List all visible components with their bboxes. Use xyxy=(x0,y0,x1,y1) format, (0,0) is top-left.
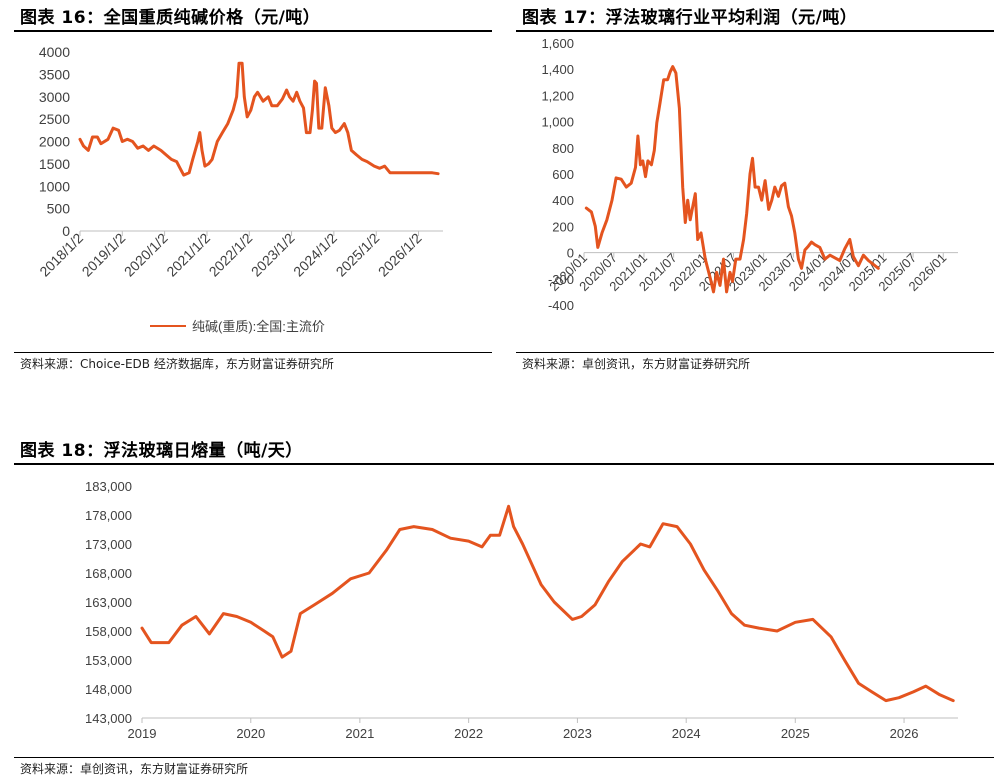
chart-17-source-rule xyxy=(516,352,994,353)
chart-16-title: 图表 16：全国重质纯碱价格（元/吨） xyxy=(20,8,321,28)
chart-17-title-rule xyxy=(516,30,994,32)
chart-17-source: 资料来源：卓创资讯，东方财富证券研究所 xyxy=(522,357,751,371)
y-tick-label: 600 xyxy=(552,167,574,182)
y-tick-label: 4000 xyxy=(39,44,70,60)
y-tick-label: 3500 xyxy=(39,66,70,82)
y-tick-label: 2000 xyxy=(39,134,70,150)
y-tick-label: 800 xyxy=(552,141,574,156)
chart-18-source-rule xyxy=(14,757,994,758)
y-tick-label: 168,000 xyxy=(85,566,132,581)
y-tick-label: 3000 xyxy=(39,89,70,105)
chart-17-title: 图表 17：浮法玻璃行业平均利润（元/吨） xyxy=(522,8,858,28)
y-tick-label: 163,000 xyxy=(85,595,132,610)
x-tick-label: 2022 xyxy=(454,726,483,741)
chart-18-source: 资料来源：卓创资讯，东方财富证券研究所 xyxy=(20,762,249,776)
y-tick-label: 2500 xyxy=(39,111,70,127)
x-tick-label: 2021 xyxy=(345,726,374,741)
x-tick-label: 2020/1/2 xyxy=(121,230,171,280)
y-tick-label: 500 xyxy=(47,201,71,217)
x-tick-label: 2022/1/2 xyxy=(206,230,256,280)
x-tick-label: 2020 xyxy=(236,726,265,741)
y-tick-label: 1000 xyxy=(39,178,70,194)
y-tick-label: 183,000 xyxy=(85,479,132,494)
y-tick-label: 1500 xyxy=(39,156,70,172)
x-tick-label: 2024/1/2 xyxy=(290,230,340,280)
x-tick-label: 2023/1/2 xyxy=(248,230,298,280)
y-tick-label: 0 xyxy=(62,223,70,239)
x-tick-label: 2026/1/2 xyxy=(375,230,425,280)
chart-18-title-rule xyxy=(14,463,994,465)
chart-18-title: 图表 18：浮法玻璃日熔量（吨/天） xyxy=(20,441,303,461)
x-tick-label: 2021/1/2 xyxy=(163,230,213,280)
series-line xyxy=(584,65,880,294)
y-tick-label: 143,000 xyxy=(85,711,132,726)
x-tick-label: 2019 xyxy=(128,726,157,741)
y-tick-label: -200 xyxy=(548,272,574,287)
y-tick-label: 173,000 xyxy=(85,537,132,552)
chart-16-source-rule xyxy=(14,352,492,353)
y-tick-label: 1,400 xyxy=(541,62,574,77)
x-tick-label: 2025/1/2 xyxy=(333,230,383,280)
x-tick-label: 2023 xyxy=(563,726,592,741)
y-tick-label: 1,600 xyxy=(541,36,574,51)
y-tick-label: 400 xyxy=(552,193,574,208)
legend-label: 纯碱(重质):全国:主流价 xyxy=(192,319,325,334)
series-line xyxy=(78,61,440,177)
y-tick-label: 158,000 xyxy=(85,624,132,639)
x-tick-label: 2019/1/2 xyxy=(79,230,129,280)
chart-16-source: 资料来源：Choice-EDB 经济数据库，东方财富证券研究所 xyxy=(20,357,334,371)
y-tick-label: 0 xyxy=(567,246,574,261)
y-tick-label: 200 xyxy=(552,219,574,234)
x-tick-label: 2026 xyxy=(890,726,919,741)
y-tick-label: 178,000 xyxy=(85,508,132,523)
series-line xyxy=(140,504,955,703)
y-tick-label: 153,000 xyxy=(85,653,132,668)
y-tick-label: 1,200 xyxy=(541,88,574,103)
x-tick-label: 2024 xyxy=(672,726,701,741)
y-tick-label: -400 xyxy=(548,298,574,313)
chart-16-title-rule xyxy=(14,30,492,32)
y-tick-label: 1,000 xyxy=(541,115,574,130)
x-tick-label: 2025 xyxy=(781,726,810,741)
y-tick-label: 148,000 xyxy=(85,682,132,697)
